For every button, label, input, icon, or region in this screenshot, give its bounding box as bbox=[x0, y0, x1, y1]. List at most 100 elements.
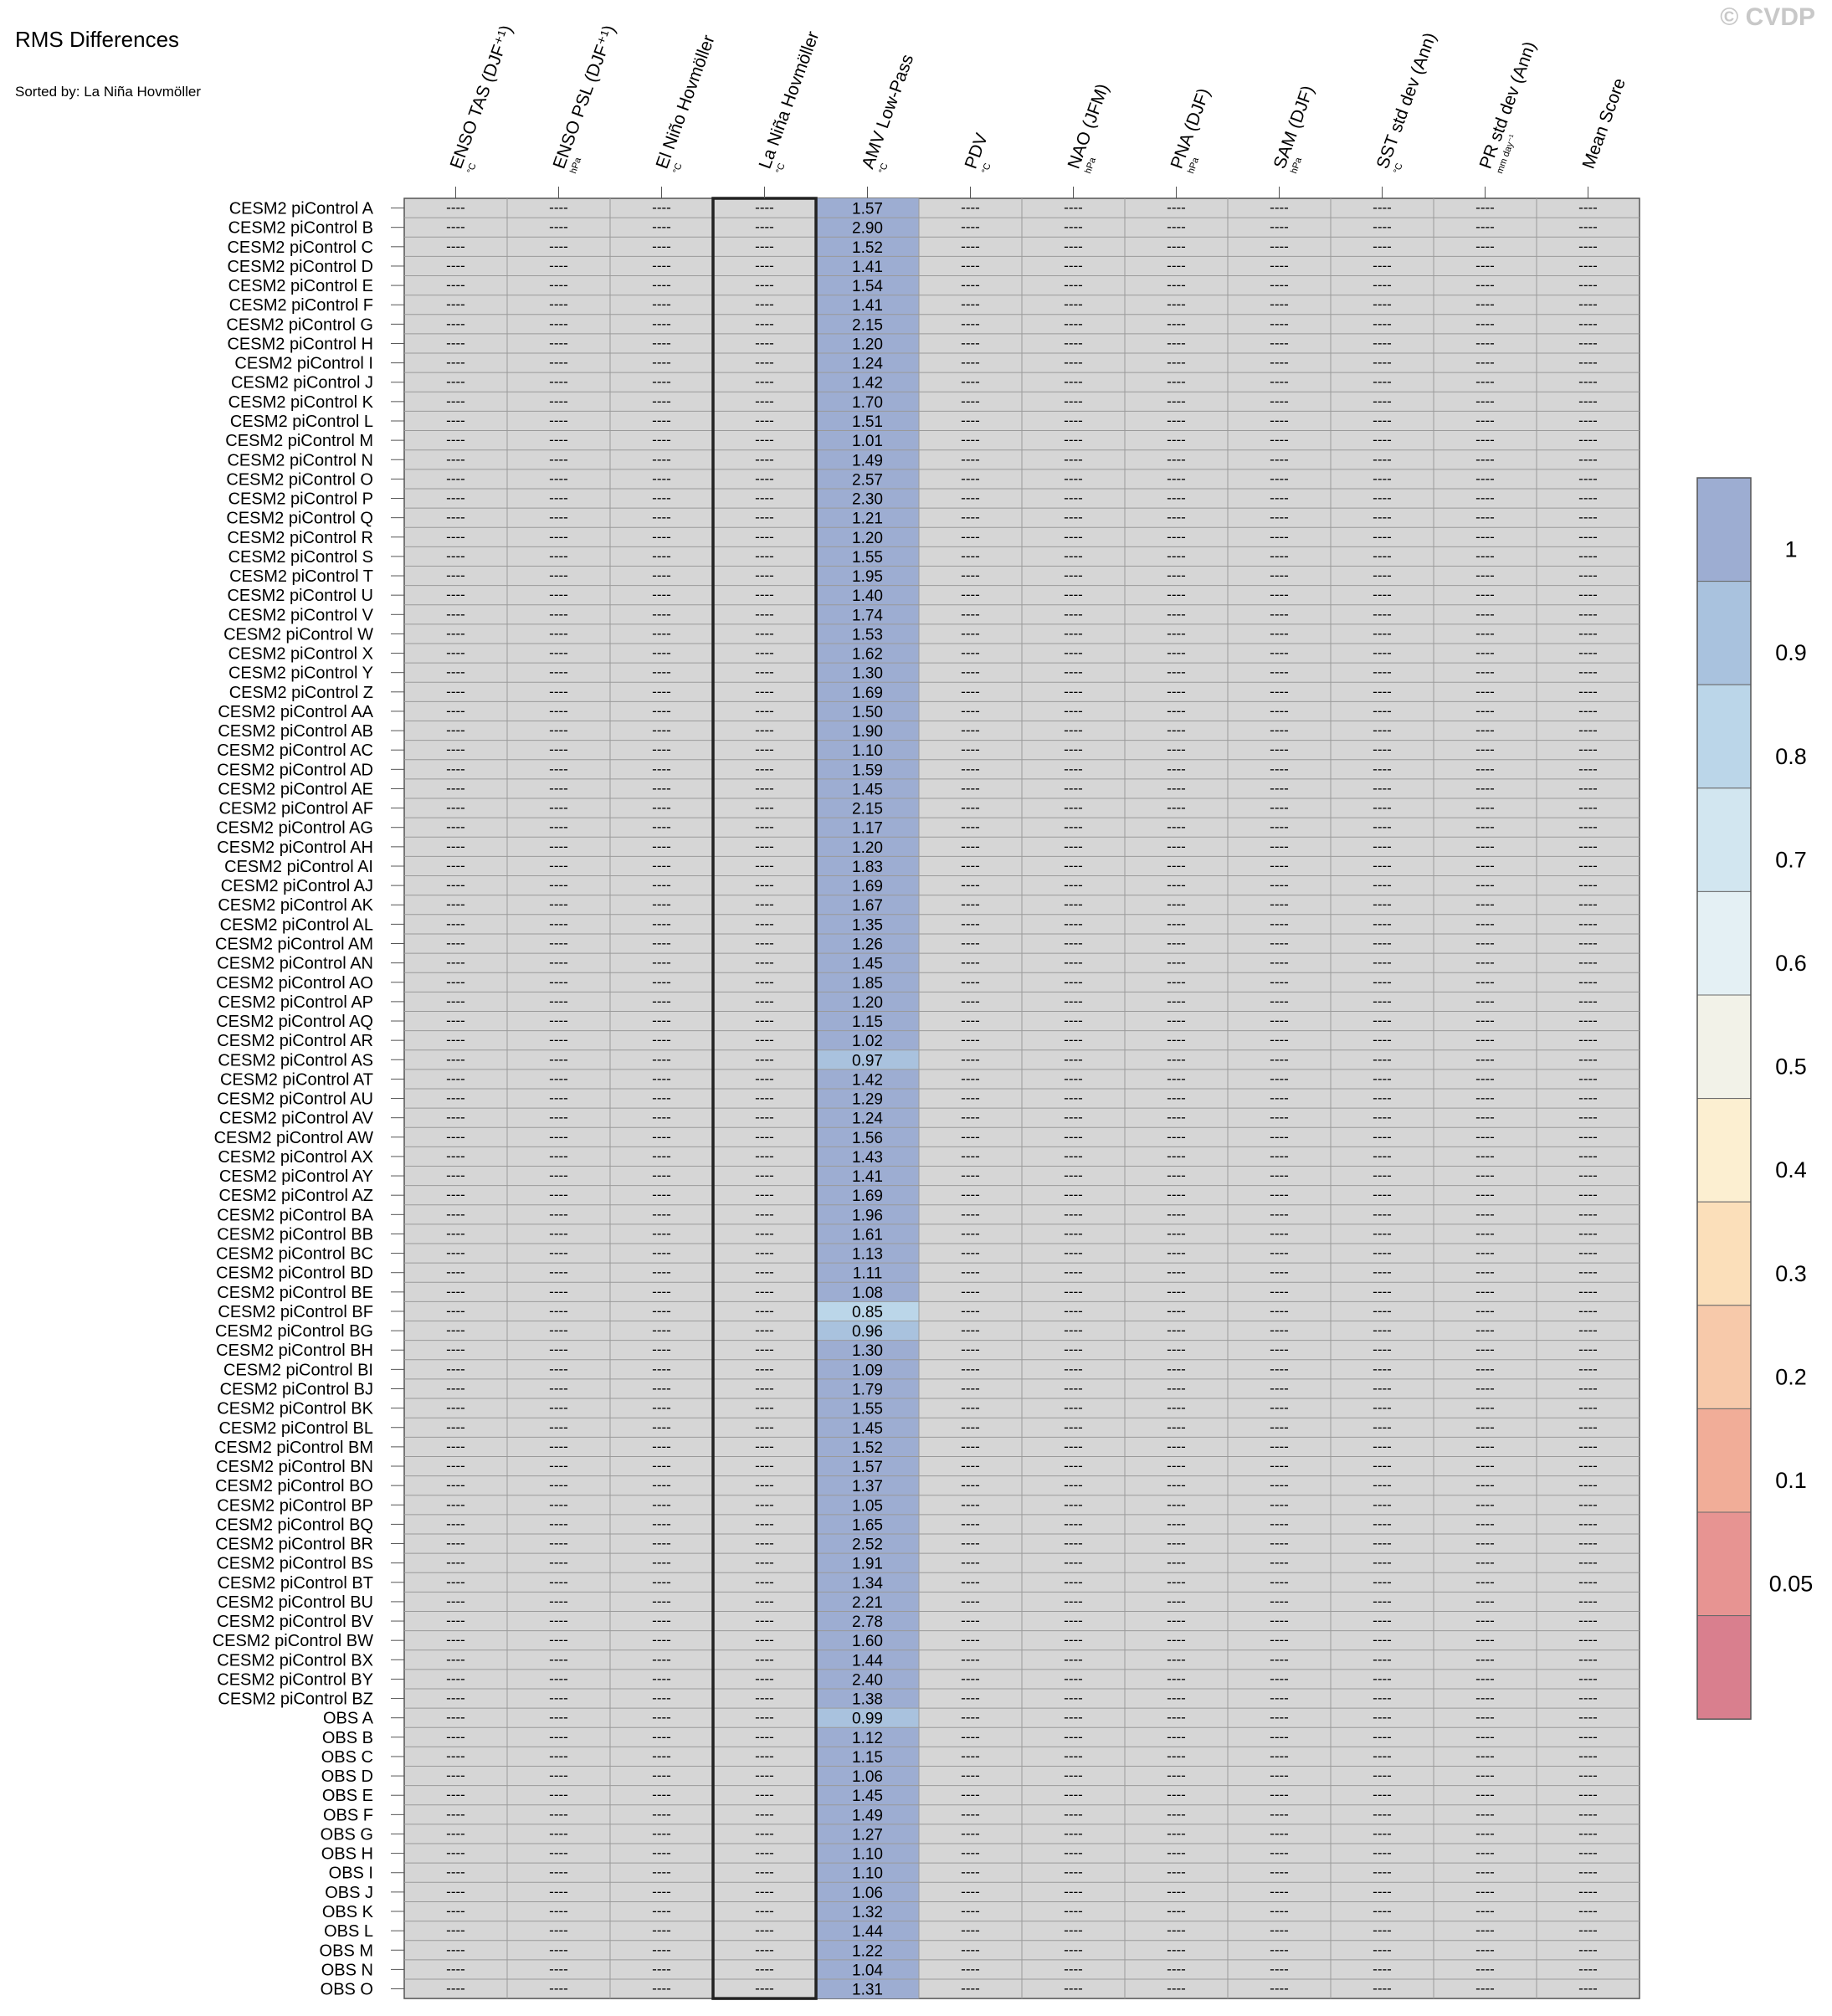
missing-label: ---- bbox=[755, 413, 774, 428]
missing-label: ---- bbox=[652, 315, 671, 331]
data-label: 1.24 bbox=[852, 356, 883, 373]
missing-label: ---- bbox=[446, 1264, 465, 1280]
missing-label: ---- bbox=[549, 1439, 568, 1454]
missing-label: ---- bbox=[1270, 548, 1289, 564]
missing-label: ---- bbox=[1064, 1496, 1083, 1512]
missing-label: ---- bbox=[1270, 1845, 1289, 1861]
missing-label: ---- bbox=[755, 374, 774, 390]
missing-label: ---- bbox=[446, 916, 465, 931]
missing-label: ---- bbox=[1167, 315, 1186, 331]
missing-label: ---- bbox=[1578, 567, 1598, 583]
missing-label: ---- bbox=[1064, 993, 1083, 1009]
data-cell bbox=[816, 1533, 919, 1554]
missing-label: ---- bbox=[549, 1884, 568, 1900]
missing-label: ---- bbox=[961, 800, 980, 816]
missing-label: ---- bbox=[1373, 974, 1392, 990]
missing-label: ---- bbox=[961, 1264, 980, 1280]
data-label: 1.56 bbox=[852, 1130, 883, 1147]
missing-label: ---- bbox=[1373, 664, 1392, 680]
row-label: OBS B bbox=[322, 1729, 373, 1747]
data-label: 1.55 bbox=[852, 549, 883, 567]
credit-watermark: © CVDP bbox=[1720, 3, 1815, 31]
missing-label: ---- bbox=[549, 200, 568, 216]
missing-label: ---- bbox=[961, 1670, 980, 1686]
missing-label: ---- bbox=[1475, 1845, 1495, 1861]
missing-label: ---- bbox=[652, 1129, 671, 1145]
missing-label: ---- bbox=[1270, 1245, 1289, 1261]
missing-label: ---- bbox=[446, 819, 465, 835]
missing-label: ---- bbox=[446, 1284, 465, 1300]
missing-label: ---- bbox=[652, 1032, 671, 1048]
missing-label: ---- bbox=[1373, 722, 1392, 738]
missing-label: ---- bbox=[1373, 1516, 1392, 1531]
missing-label: ---- bbox=[1578, 1187, 1598, 1203]
row-label: CESM2 piControl BH bbox=[216, 1341, 373, 1360]
data-cell bbox=[816, 314, 919, 334]
missing-label: ---- bbox=[446, 1922, 465, 1938]
data-label: 1.38 bbox=[852, 1691, 883, 1709]
missing-label: ---- bbox=[549, 451, 568, 467]
row-label: CESM2 piControl BO bbox=[215, 1477, 373, 1495]
data-label: 1.09 bbox=[852, 1362, 883, 1379]
missing-label: ---- bbox=[1475, 258, 1495, 274]
missing-label: ---- bbox=[1167, 703, 1186, 719]
missing-label: ---- bbox=[1578, 1458, 1598, 1474]
missing-label: ---- bbox=[1270, 355, 1289, 371]
missing-label: ---- bbox=[652, 1593, 671, 1609]
missing-label: ---- bbox=[549, 1593, 568, 1609]
data-label: 1.20 bbox=[852, 530, 883, 547]
missing-label: ---- bbox=[1578, 1555, 1598, 1571]
missing-label: ---- bbox=[1167, 567, 1186, 583]
missing-label: ---- bbox=[652, 1729, 671, 1745]
row-label: CESM2 piControl BS bbox=[217, 1555, 373, 1573]
missing-label: ---- bbox=[652, 335, 671, 351]
missing-label: ---- bbox=[652, 780, 671, 796]
missing-label: ---- bbox=[1373, 315, 1392, 331]
data-label: 1.49 bbox=[852, 452, 883, 469]
missing-label: ---- bbox=[549, 1632, 568, 1648]
missing-label: ---- bbox=[961, 1516, 980, 1531]
row-label: OBS J bbox=[325, 1884, 373, 1902]
missing-label: ---- bbox=[755, 1710, 774, 1726]
missing-label: ---- bbox=[652, 1767, 671, 1783]
missing-label: ---- bbox=[446, 896, 465, 912]
chart-subtitle: Sorted by: La Niña Hovmöller bbox=[15, 84, 202, 100]
missing-label: ---- bbox=[961, 1825, 980, 1841]
missing-label: ---- bbox=[1578, 335, 1598, 351]
missing-label: ---- bbox=[755, 1961, 774, 1977]
colorbar-tick-label: 0.05 bbox=[1769, 1572, 1814, 1597]
missing-label: ---- bbox=[961, 936, 980, 952]
colorbar-segment bbox=[1696, 787, 1752, 892]
colorbar-segment bbox=[1696, 1201, 1752, 1306]
missing-label: ---- bbox=[1064, 955, 1083, 971]
data-label: 1.41 bbox=[852, 259, 883, 276]
data-cell bbox=[816, 1727, 919, 1747]
missing-label: ---- bbox=[1578, 684, 1598, 700]
data-cell bbox=[816, 856, 919, 876]
column-header-label: AMV Low-Pass bbox=[859, 52, 918, 172]
missing-label: ---- bbox=[961, 606, 980, 622]
row-label: CESM2 piControl U bbox=[227, 587, 373, 605]
missing-label: ---- bbox=[1064, 839, 1083, 854]
data-label: 1.45 bbox=[852, 1788, 883, 1805]
missing-label: ---- bbox=[1475, 1613, 1495, 1629]
row-label: CESM2 piControl BP bbox=[217, 1496, 373, 1515]
missing-label: ---- bbox=[1373, 1187, 1392, 1203]
missing-label: ---- bbox=[1475, 529, 1495, 545]
missing-label: ---- bbox=[652, 1458, 671, 1474]
missing-label: ---- bbox=[1578, 296, 1598, 312]
missing-label: ---- bbox=[1064, 490, 1083, 506]
data-label: 1.42 bbox=[852, 1071, 883, 1089]
missing-label: ---- bbox=[1167, 1090, 1186, 1106]
missing-label: ---- bbox=[1475, 1013, 1495, 1029]
missing-label: ---- bbox=[1578, 761, 1598, 777]
missing-label: ---- bbox=[961, 1303, 980, 1319]
missing-label: ---- bbox=[1578, 1516, 1598, 1531]
missing-label: ---- bbox=[1064, 470, 1083, 486]
missing-label: ---- bbox=[1373, 896, 1392, 912]
missing-label: ---- bbox=[1475, 548, 1495, 564]
missing-label: ---- bbox=[652, 277, 671, 293]
missing-label: ---- bbox=[1475, 1129, 1495, 1145]
missing-label: ---- bbox=[1064, 1380, 1083, 1396]
